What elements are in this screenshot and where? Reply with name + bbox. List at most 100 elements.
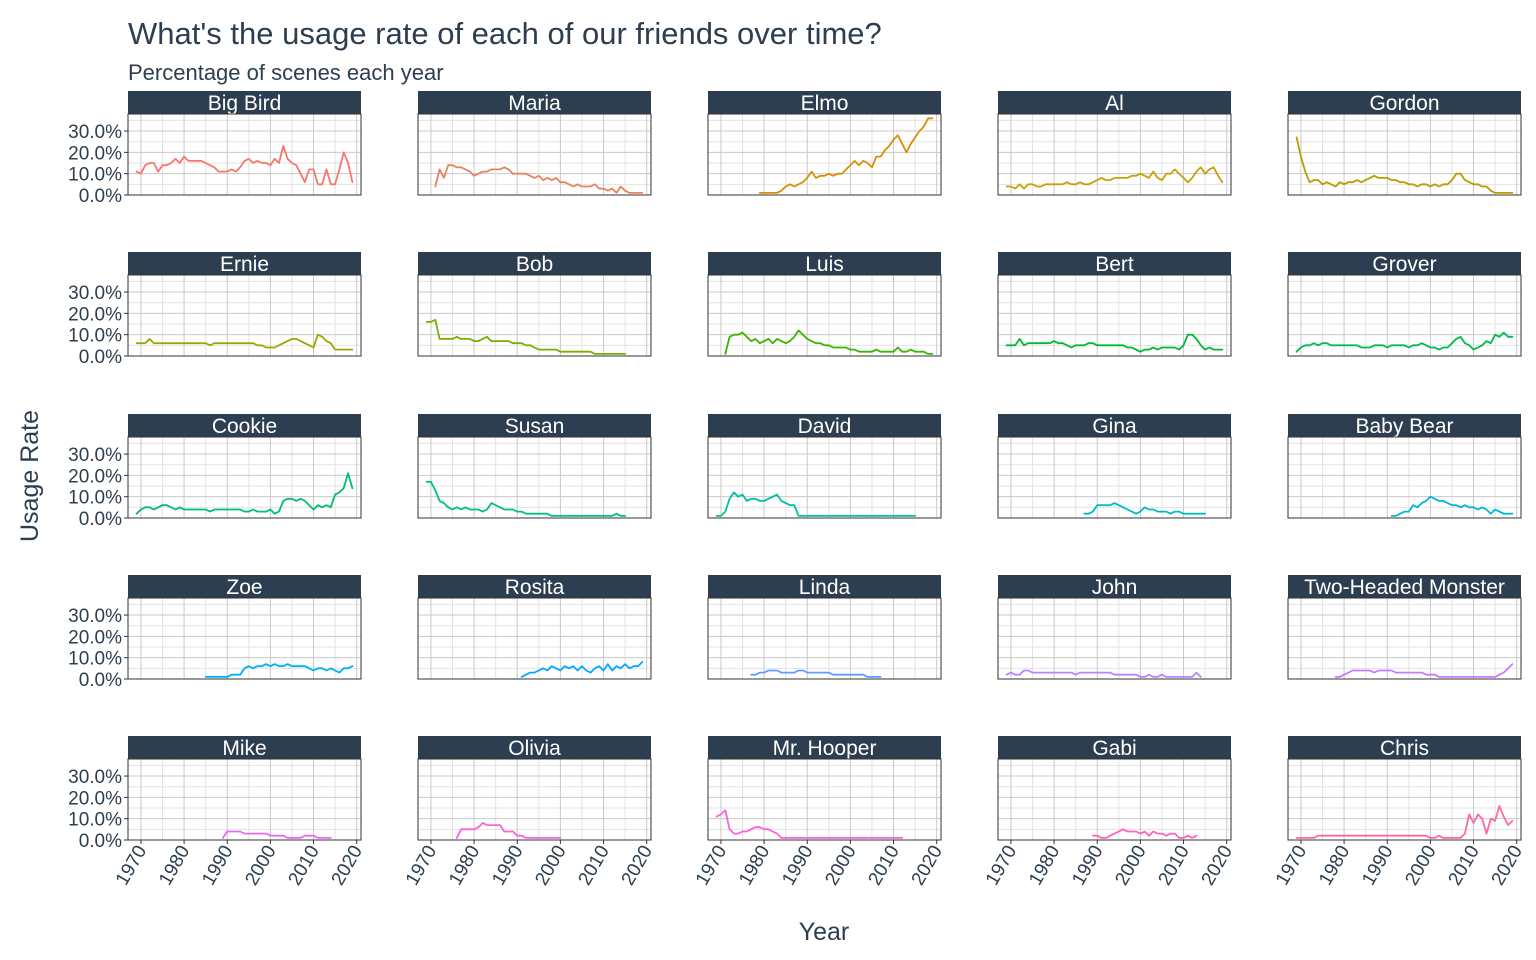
series-line-david <box>715 491 916 517</box>
x-tick-label: 2000 <box>821 842 860 889</box>
facet-label: Two-Headed Monster <box>1304 576 1505 599</box>
facet-elmo: Elmo <box>707 91 942 196</box>
series-line-maria <box>434 164 644 194</box>
panel-border <box>417 274 652 357</box>
y-tick-label: 30.0% <box>68 283 122 304</box>
gridlines <box>128 759 361 841</box>
facet-label: Baby Bear <box>1355 415 1453 438</box>
y-tick-label: 20.0% <box>68 788 122 809</box>
y-tick-label: 10.0% <box>68 488 122 509</box>
series-line-luis <box>724 329 934 355</box>
facet-strip <box>998 575 1231 598</box>
facet-label: Cookie <box>212 415 277 438</box>
series-line-bob <box>425 318 626 355</box>
panel-border <box>127 436 362 519</box>
gridlines <box>418 598 651 680</box>
facet-strip <box>998 91 1231 114</box>
x-tick-label: 2020 <box>618 842 657 889</box>
x-tick-label: 1990 <box>488 842 527 889</box>
panel-border <box>127 597 362 680</box>
panel-border <box>997 758 1232 841</box>
y-tick-label: 10.0% <box>68 326 122 347</box>
x-tick-label: 2000 <box>241 842 280 889</box>
gridlines <box>1288 598 1521 680</box>
x-axis-label: Year <box>799 918 850 946</box>
facet-strip <box>998 414 1231 437</box>
panel-border <box>417 113 652 196</box>
facet-strip <box>708 575 941 598</box>
panel-background <box>417 597 652 680</box>
panel-border <box>1287 758 1522 841</box>
facet-baby-bear: Baby Bear <box>1287 414 1522 519</box>
panel-border <box>707 758 942 841</box>
gridlines <box>1288 759 1521 841</box>
panel-border <box>707 597 942 680</box>
series-line-big-bird <box>135 145 354 186</box>
facet-label: Big Bird <box>208 92 282 115</box>
x-tick-label: 2010 <box>865 842 904 889</box>
facet-label: Mike <box>222 737 266 760</box>
facet-label: Gina <box>1092 415 1137 438</box>
y-tick-label: 10.0% <box>68 649 122 670</box>
facet-strip <box>1288 91 1521 114</box>
facet-label: John <box>1092 576 1138 599</box>
x-tick-label: 2010 <box>1155 842 1194 889</box>
series-line-olivia <box>455 822 562 839</box>
series-line-gina <box>1083 502 1206 515</box>
facet-label: Chris <box>1380 737 1429 760</box>
panel-border <box>707 274 942 357</box>
facet-strip <box>128 575 361 598</box>
panel-background <box>997 113 1232 196</box>
y-tick-label: 0.0% <box>79 186 122 207</box>
facet-strip <box>708 414 941 437</box>
panel-background <box>707 113 942 196</box>
panel-border <box>417 436 652 519</box>
panel-background <box>997 597 1232 680</box>
series-line-susan <box>425 480 626 517</box>
panel-background <box>417 113 652 196</box>
facet-chris: Chris 1970 1980 1990 2000 2010 2020 <box>1272 736 1527 889</box>
gridlines <box>998 114 1231 196</box>
y-tick-label: 30.0% <box>68 606 122 627</box>
facet-gina: Gina <box>997 414 1232 519</box>
x-tick-label: 2010 <box>1445 842 1484 889</box>
panel-border <box>707 113 942 196</box>
y-tick-label: 0.0% <box>79 509 122 530</box>
facet-strip <box>128 91 361 114</box>
panel-background <box>1287 597 1522 680</box>
facet-rosita: Rosita <box>417 575 652 680</box>
series-line-gabi <box>1092 828 1198 839</box>
panel-border <box>997 113 1232 196</box>
panel-border <box>1287 436 1522 519</box>
x-tick-label: 2000 <box>1401 842 1440 889</box>
facet-two-headed-monster: Two-Headed Monster <box>1287 575 1522 680</box>
y-tick-label: 20.0% <box>68 143 122 164</box>
x-tick-label: 1990 <box>778 842 817 889</box>
gridlines <box>998 598 1231 680</box>
panel-border <box>1287 274 1522 357</box>
series-line-linda <box>750 669 882 678</box>
series-line-al <box>1005 166 1224 190</box>
facet-label: Bob <box>516 253 553 276</box>
series-line-gordon <box>1295 136 1514 194</box>
facet-label: Linda <box>799 576 851 599</box>
facet-strip <box>128 414 361 437</box>
facet-strip <box>998 736 1231 759</box>
chart-title: What's the usage rate of each of our fri… <box>128 16 882 51</box>
panel-border <box>1287 113 1522 196</box>
series-line-zoe <box>204 663 354 678</box>
facet-strip <box>128 736 361 759</box>
facet-mr-hooper: Mr. Hooper 1970 1980 1990 2000 2010 2020 <box>692 736 947 889</box>
chart-subtitle: Percentage of scenes each year <box>128 60 444 85</box>
facet-strip <box>418 736 651 759</box>
facet-strip <box>418 575 651 598</box>
y-tick-label: 20.0% <box>68 466 122 487</box>
y-tick-label: 20.0% <box>68 304 122 325</box>
facet-label: Bert <box>1095 253 1134 276</box>
y-tick-label: 30.0% <box>68 122 122 143</box>
facet-zoe: Zoe 0.0%10.0%20.0%30.0% <box>68 575 362 691</box>
panel-background <box>127 758 362 841</box>
panel-background <box>707 758 942 841</box>
